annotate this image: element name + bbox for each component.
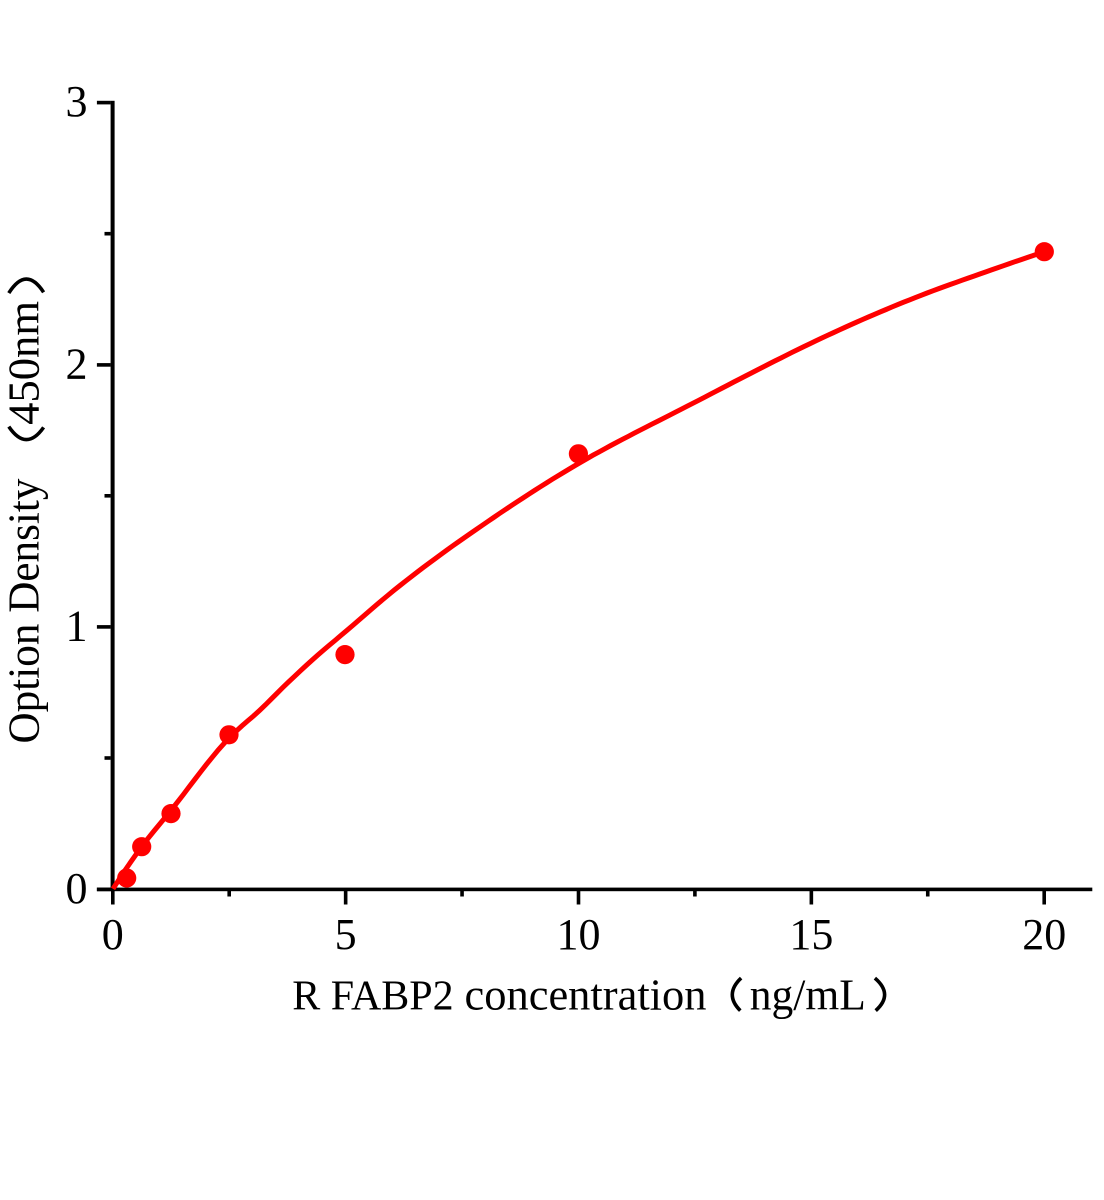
svg-text:450nm: 450nm (0, 301, 48, 425)
svg-text:20: 20 (1022, 910, 1066, 959)
svg-text:concentration: concentration (465, 971, 707, 1020)
svg-text:ng/mL: ng/mL (750, 971, 866, 1020)
svg-text:2: 2 (66, 340, 88, 389)
svg-text:5: 5 (335, 910, 357, 959)
svg-text:0: 0 (66, 864, 88, 913)
svg-text:0: 0 (102, 910, 124, 959)
svg-text:R FABP2: R FABP2 (292, 974, 453, 1020)
svg-text:15: 15 (789, 910, 833, 959)
svg-text:10: 10 (557, 910, 601, 959)
svg-text:3: 3 (66, 77, 88, 126)
svg-text:Option Density: Option Density (0, 479, 48, 744)
svg-text:1: 1 (66, 602, 88, 651)
